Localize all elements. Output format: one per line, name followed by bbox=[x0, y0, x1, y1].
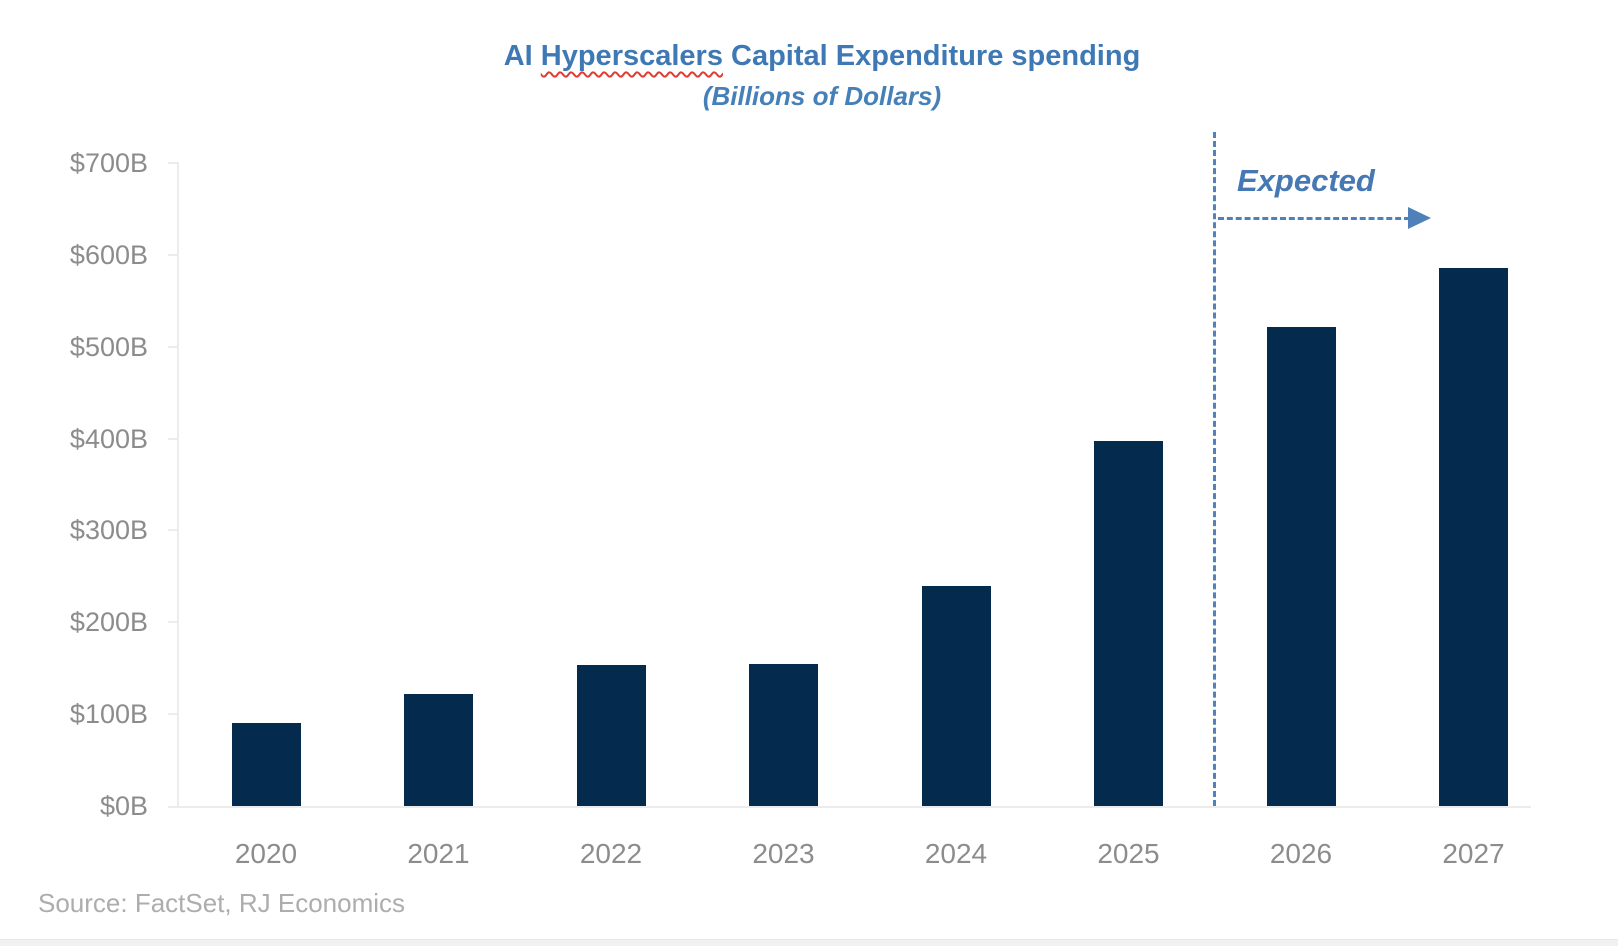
y-axis-tick bbox=[168, 529, 179, 532]
bar-2021 bbox=[404, 693, 473, 806]
chart-title-misspelled-word: Hyperscalers bbox=[540, 40, 723, 72]
y-axis-label: $100B bbox=[69, 699, 148, 730]
expected-arrow-line bbox=[1218, 217, 1410, 220]
chart-title-prefix: AI bbox=[503, 40, 541, 72]
chart-title-suffix: Capital Expenditure spending bbox=[722, 40, 1141, 72]
x-axis-label: 2025 bbox=[1097, 838, 1160, 869]
chart-title: AI Hyperscalers Capital Expenditure spen… bbox=[504, 40, 1141, 73]
y-axis-tick bbox=[168, 253, 179, 256]
bar-2027 bbox=[1439, 267, 1508, 806]
source-note: Source: FactSet, RJ Economics bbox=[38, 888, 406, 918]
bar-2024 bbox=[921, 585, 991, 806]
y-axis-tick bbox=[168, 345, 179, 348]
x-axis-label: 2027 bbox=[1442, 838, 1505, 869]
y-axis-label: $700B bbox=[69, 148, 148, 178]
bar-2026 bbox=[1266, 327, 1336, 806]
y-axis-label: $400B bbox=[69, 423, 148, 454]
x-axis-label: 2021 bbox=[407, 838, 470, 869]
y-axis-line bbox=[177, 163, 179, 806]
x-axis-label: 2024 bbox=[924, 838, 988, 869]
y-axis-label: $200B bbox=[69, 607, 148, 638]
x-axis-label: 2026 bbox=[1269, 838, 1333, 869]
bar-2025 bbox=[1094, 441, 1163, 806]
x-axis-label: 2020 bbox=[234, 838, 298, 869]
x-axis-line bbox=[168, 806, 1531, 808]
y-axis-tick bbox=[168, 162, 179, 164]
expected-arrow-head-icon bbox=[1408, 207, 1431, 229]
y-axis-tick bbox=[168, 621, 179, 624]
y-axis-tick bbox=[168, 437, 179, 440]
y-axis-label: $600B bbox=[69, 239, 148, 270]
y-axis-label: $500B bbox=[69, 331, 148, 362]
bar-2022 bbox=[576, 665, 646, 806]
expected-divider-line bbox=[1213, 132, 1216, 806]
x-axis-label: 2023 bbox=[752, 838, 815, 869]
y-axis-label: $0B bbox=[99, 791, 148, 821]
bottom-edge-band bbox=[0, 939, 1618, 946]
expected-label: Expected bbox=[1237, 163, 1375, 198]
y-axis-label: $300B bbox=[69, 515, 148, 546]
chart-subtitle: (Billions of Dollars) bbox=[702, 81, 942, 111]
y-axis-tick bbox=[168, 713, 179, 716]
bar-2023 bbox=[749, 663, 818, 806]
x-axis-label: 2022 bbox=[579, 838, 643, 869]
bar-2020 bbox=[231, 723, 301, 806]
